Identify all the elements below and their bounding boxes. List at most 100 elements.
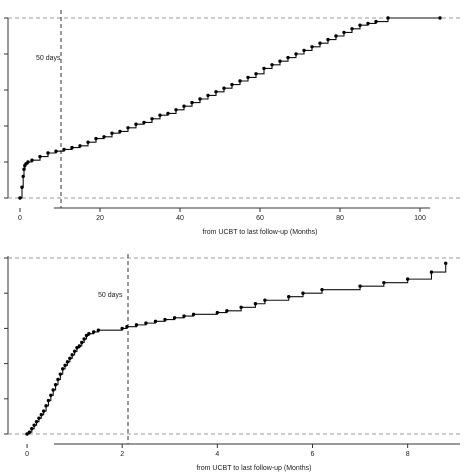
bottom-data-point: [58, 372, 63, 376]
bottom-data-point: [56, 377, 60, 382]
top-data-point: [86, 140, 90, 144]
top-x-axis-label: from UCBT to last follow-up (Months): [202, 229, 317, 236]
bottom-data-point: [77, 344, 82, 348]
bottom-x-ticks: 0 2 4 6 8: [25, 444, 410, 458]
bottom-data-point: [46, 398, 51, 403]
top-data-point: [30, 158, 34, 162]
bottom-data-point: [301, 291, 305, 295]
top-data-point: [302, 48, 306, 53]
bottom-y-ticks: [4, 257, 8, 435]
top-data-point: [286, 55, 290, 60]
bottom-x-axis-label: from UCBT to last follow-up (Months): [196, 465, 311, 472]
bottom-data-point: [320, 287, 324, 292]
top-data-point: [118, 129, 122, 134]
top-data-point: [166, 111, 170, 116]
top-data-point: [438, 16, 442, 20]
bottom-data-point: [225, 309, 229, 313]
top-chart: 0 20 40 60 80 100 50 days from UCBT to last f…: [4, 10, 460, 236]
bottom-data-point: [51, 388, 55, 392]
bottom-data-point: [253, 302, 258, 306]
bottom-data-point: [287, 295, 291, 299]
top-x-ticks: 0 20 40 60 80 100: [18, 208, 426, 222]
top-data-point: [110, 131, 114, 135]
bottom-data-point: [134, 323, 139, 327]
top-data-point: [318, 41, 322, 45]
bottom-data-point: [27, 430, 32, 434]
bottom-data-point: [125, 324, 129, 329]
top-data-point: [46, 151, 50, 155]
top-data-point: [190, 100, 194, 105]
bottom-data-point: [25, 432, 29, 436]
top-series-line: [20, 17, 440, 199]
top-x-tick-label: 80: [336, 215, 344, 222]
top-data-point: [198, 97, 202, 101]
bottom-data-point: [70, 353, 74, 357]
bottom-data-point: [75, 346, 79, 350]
bottom-data-point: [84, 333, 89, 338]
top-data-point: [262, 66, 266, 71]
top-data-point: [230, 82, 234, 87]
top-data-point: [174, 108, 178, 112]
bottom-data-point: [263, 298, 267, 302]
top-data-point: [358, 23, 362, 27]
bottom-data-point: [87, 331, 91, 336]
bottom-series-line: [27, 263, 447, 435]
bottom-data-point: [429, 270, 434, 274]
top-data-point: [366, 21, 370, 26]
bottom-data-point: [61, 367, 65, 371]
bottom-x-tick-label: 6: [311, 451, 315, 458]
top-data-point: [26, 160, 30, 164]
top-data-point: [70, 145, 74, 150]
top-data-point: [310, 45, 314, 49]
top-data-point: [158, 113, 162, 117]
top-data-point: [102, 135, 106, 139]
top-data-point: [142, 120, 146, 125]
top-y-ticks: [4, 17, 8, 199]
top-data-point: [326, 37, 330, 42]
top-x-tick-label: 20: [96, 215, 104, 222]
bottom-data-point: [215, 310, 220, 315]
bottom-data-point: [444, 261, 448, 265]
top-data-point: [386, 16, 390, 20]
bottom-data-point: [37, 416, 41, 420]
bottom-chart: 0 2 4 6 8 50 days from UCBT to last follow-u…: [4, 254, 460, 472]
top-data-point: [222, 86, 226, 90]
bottom-x-tick-label: 0: [25, 451, 29, 458]
bottom-data-point: [172, 316, 177, 320]
bottom-data-point: [41, 409, 46, 413]
top-data-point: [94, 136, 98, 141]
bottom-data-point: [239, 305, 243, 309]
top-data-point: [134, 122, 138, 126]
bottom-data-point: [191, 312, 196, 317]
top-x-tick-label: 0: [18, 215, 22, 222]
top-data-point: [62, 147, 66, 152]
bottom-data-point: [96, 328, 101, 332]
bottom-data-point: [34, 419, 39, 424]
bottom-fifty-day-label: 50 days: [98, 292, 123, 299]
top-data-point: [334, 34, 338, 38]
top-data-point: [350, 27, 354, 31]
top-data-point: [20, 185, 24, 189]
bottom-data-point: [182, 314, 186, 318]
top-data-point: [54, 149, 58, 153]
top-x-tick-label: 40: [176, 215, 184, 222]
top-data-point: [18, 196, 22, 200]
bottom-data-point: [382, 280, 386, 285]
bottom-data-point: [68, 356, 72, 361]
bottom-series: [25, 261, 448, 436]
bottom-data-point: [82, 337, 86, 341]
bottom-data-point: [358, 284, 362, 288]
bottom-data-point: [53, 383, 58, 387]
bottom-x-tick-label: 8: [406, 451, 410, 458]
top-data-point: [206, 93, 210, 98]
top-data-point: [182, 104, 186, 108]
bottom-data-point: [405, 277, 410, 281]
bottom-data-point: [30, 427, 34, 431]
bottom-x-tick-label: 4: [215, 451, 219, 458]
top-data-point: [150, 117, 154, 121]
bottom-data-point: [120, 326, 124, 331]
bottom-data-point: [65, 360, 70, 364]
bottom-data-point: [144, 321, 148, 325]
bottom-data-point: [80, 340, 84, 345]
